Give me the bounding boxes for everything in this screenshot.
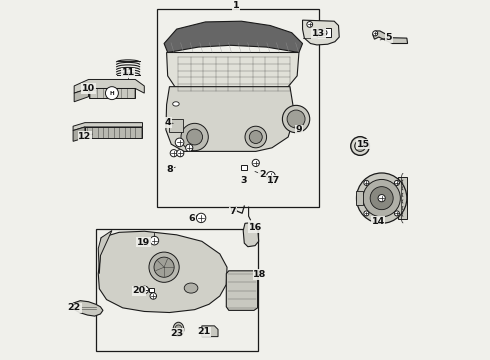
Circle shape [181,123,208,151]
Text: 7: 7 [230,207,237,216]
Polygon shape [167,53,299,94]
Circle shape [351,137,369,156]
Bar [242,166,247,170]
Polygon shape [164,21,302,53]
Polygon shape [202,326,218,337]
Ellipse shape [173,322,184,337]
Text: H: H [110,91,114,96]
Circle shape [245,126,267,148]
Circle shape [321,30,327,36]
Text: 14: 14 [371,217,385,226]
Bar [231,207,236,211]
Circle shape [282,105,310,133]
Circle shape [150,293,156,299]
Text: 20: 20 [132,287,146,296]
Text: 18: 18 [253,270,267,279]
Circle shape [170,150,177,157]
Polygon shape [73,127,85,141]
Circle shape [187,129,202,145]
Circle shape [364,211,369,216]
Text: 5: 5 [386,33,392,42]
Text: 15: 15 [357,140,370,149]
Text: 2: 2 [259,170,266,179]
Circle shape [149,252,179,282]
Polygon shape [166,87,294,152]
Polygon shape [73,301,103,316]
Circle shape [196,213,206,222]
Circle shape [249,131,262,144]
Circle shape [267,171,275,180]
Polygon shape [98,231,227,312]
Circle shape [252,159,259,167]
Polygon shape [302,20,339,45]
Text: 4: 4 [164,118,171,127]
Bar [96,229,258,351]
Bar [398,177,407,219]
Polygon shape [73,123,143,131]
Circle shape [394,211,399,216]
Circle shape [154,257,174,277]
Polygon shape [89,89,135,98]
Text: 6: 6 [189,214,196,223]
Circle shape [363,179,400,217]
Polygon shape [85,127,143,138]
Circle shape [307,22,313,27]
Circle shape [175,138,184,147]
Ellipse shape [172,102,179,106]
Text: 21: 21 [197,328,210,337]
Polygon shape [74,80,144,93]
Polygon shape [226,271,258,310]
Ellipse shape [175,325,182,334]
Text: 12: 12 [78,132,92,141]
Ellipse shape [184,283,198,293]
Bar [148,288,154,292]
Bar [169,119,183,132]
Text: 17: 17 [267,176,280,185]
Text: 8: 8 [166,165,173,174]
Text: 23: 23 [170,329,183,338]
Circle shape [364,180,369,185]
Text: 13: 13 [312,29,325,38]
Text: 16: 16 [249,223,263,232]
Text: 10: 10 [82,84,95,93]
Text: 1: 1 [233,1,239,10]
Text: 9: 9 [295,125,302,134]
Circle shape [394,180,399,185]
Bar [317,28,331,37]
Circle shape [355,141,366,152]
Polygon shape [98,230,112,274]
Circle shape [105,87,119,100]
Circle shape [370,186,393,210]
Polygon shape [74,89,89,102]
Bar [157,9,318,207]
Circle shape [378,194,385,202]
Circle shape [357,173,407,223]
Circle shape [186,144,193,152]
Polygon shape [373,31,408,44]
Circle shape [373,31,378,36]
Text: 19: 19 [137,238,150,247]
Text: 3: 3 [241,176,247,185]
Text: 22: 22 [68,303,81,312]
Text: 11: 11 [122,68,135,77]
Bar [356,191,363,204]
Circle shape [141,286,148,293]
Circle shape [150,236,159,245]
Polygon shape [243,222,259,247]
Circle shape [287,110,305,128]
Circle shape [177,150,184,157]
Circle shape [142,286,148,293]
